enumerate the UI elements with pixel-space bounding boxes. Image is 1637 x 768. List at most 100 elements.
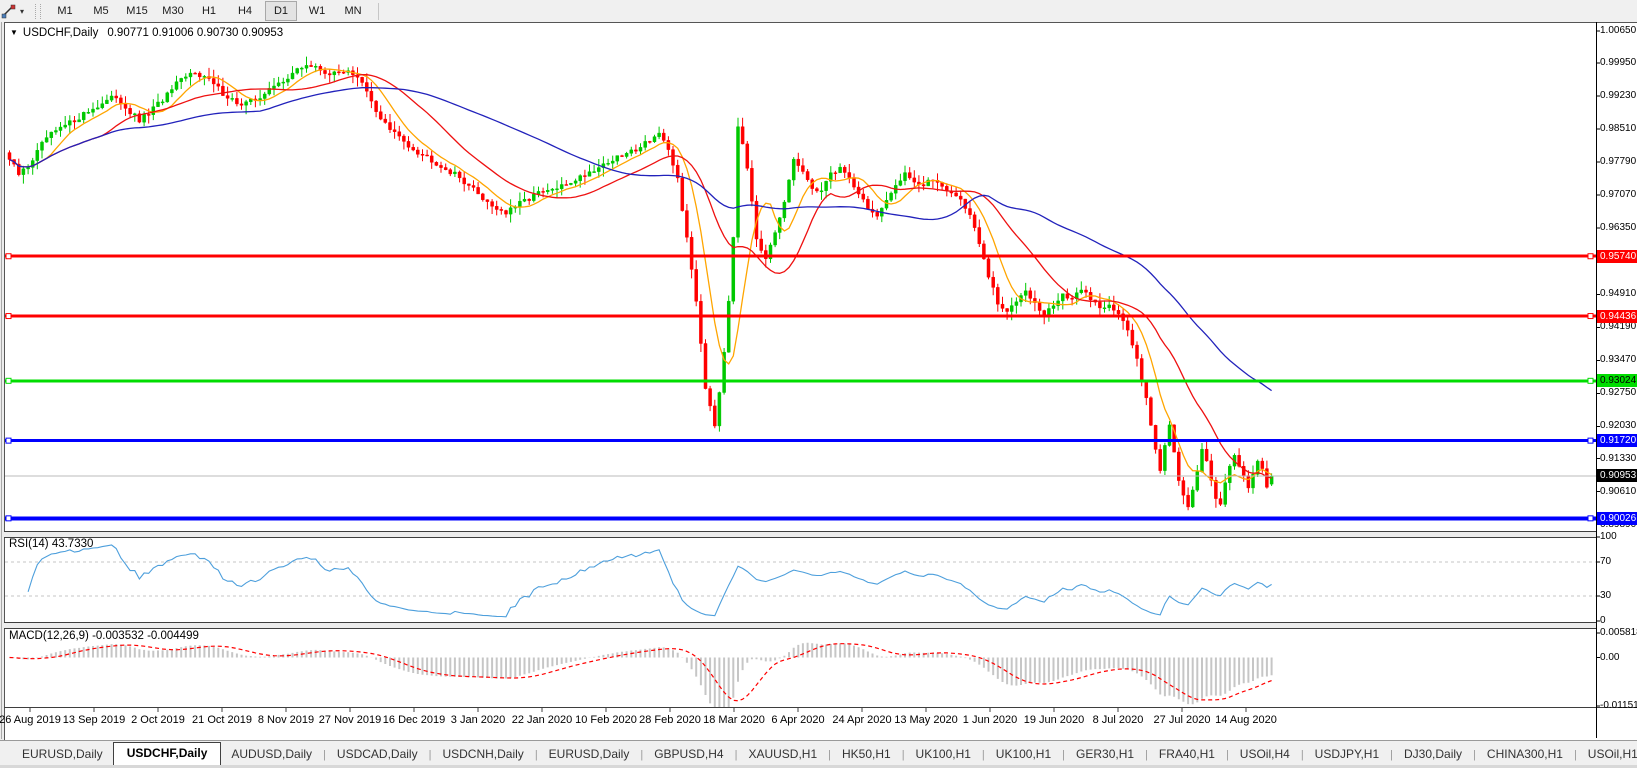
chart-tab-eurusd-daily[interactable]: EURUSD,Daily [548,747,630,761]
tab-separator: | [734,749,738,761]
symbol-dropdown-icon[interactable]: ▼ [10,28,18,37]
line-tools-icon[interactable]: ▾ [1,2,31,20]
chart-tab-dj30-daily[interactable]: DJ30,Daily [1404,747,1463,761]
tab-separator: | [428,749,432,761]
date-axis-tick: 18 Mar 2020 [703,714,765,726]
main-rsi-splitter[interactable] [4,531,1596,538]
date-axis-tick: 13 Sep 2019 [62,714,126,726]
toolbar-separator [378,2,379,20]
macd-axis-tick: 0.0058188 [1600,627,1637,638]
tab-separator: | [534,749,538,761]
date-axis-tick: 27 Nov 2019 [318,714,382,726]
timeframe-button-h4[interactable]: H4 [237,5,253,17]
date-axis-tick: 8 Nov 2019 [257,714,315,726]
bottom-strip [0,765,1637,768]
chart-tab-usdcnh-daily[interactable]: USDCNH,Daily [442,747,524,761]
date-axis-tick: 22 Jan 2020 [511,714,573,726]
date-axis-tick: 24 Apr 2020 [832,714,892,726]
price-axis-tick: 0.96350 [1600,222,1637,234]
date-axis-tick: 26 Aug 2019 [0,714,61,726]
chart-tab-china300-h1[interactable]: CHINA300,H1 [1486,747,1563,761]
chart-tab-usoil-h4[interactable]: USOil,H4 [1239,747,1290,761]
price-axis-tick: 0.94190 [1600,321,1637,333]
chart-tab-usoil-h1[interactable]: USOil,H1 [1587,747,1637,761]
tab-separator: | [1300,749,1304,761]
date-axis-tick: 28 Feb 2020 [639,714,701,726]
date-axis-tick: 16 Dec 2019 [382,714,446,726]
price-axis-tick: 0.93470 [1600,354,1637,366]
tab-separator: | [1145,749,1148,761]
date-axis-tick: 2 Oct 2019 [131,714,185,726]
chart-tab-uk100-h1[interactable]: UK100,H1 [915,747,971,761]
date-axis-tick: 13 May 2020 [894,714,958,726]
price-axis-tick: 0.92030 [1600,420,1637,432]
chart-ohlc-values: 0.90771 0.91006 0.90730 0.90953 [107,27,284,39]
date-axis-tick: 1 Jun 2020 [962,714,1018,726]
tab-separator: | [1473,749,1476,761]
macd-axis-tick: 0.00 [1600,651,1620,663]
chart-tab-usdchf-daily[interactable]: USDCHF,Daily [112,742,222,766]
current-price-label: 0.90953 [1597,469,1637,483]
chart-tab-uk100-h1[interactable]: UK100,H1 [995,747,1052,761]
date-axis-tick: 10 Feb 2020 [575,714,637,726]
chart-tab-gbpusd-h4[interactable]: GBPUSD,H4 [654,747,724,761]
rsi-axis-tick: 70 [1600,556,1612,568]
chart-tab-eurusd-daily[interactable]: EURUSD,Daily [22,747,103,761]
rsi-axis-tick: 100 [1600,531,1617,542]
chart-tab-audusd-daily[interactable]: AUDUSD,Daily [231,747,313,761]
chart-tab-bar: EURUSD,Daily USDCHF,Daily AUDUSD,Daily | USD… [0,740,1637,766]
chart-tab-usdjpy-h1[interactable]: USDJPY,H1 [1314,747,1380,761]
price-axis-tick: 0.91330 [1600,452,1637,464]
chart-tab-hk50-h1[interactable]: HK50,H1 [841,747,891,761]
price-axis-tick: 0.99950 [1600,57,1637,69]
macd-date-axis-border [4,707,1637,708]
tab-separator: | [901,749,905,761]
tab-separator: | [1573,749,1577,761]
price-axis-tick: 0.92750 [1600,387,1637,399]
date-axis-tick: 19 Jun 2020 [1023,714,1085,726]
chart-title[interactable]: ▼ USDCHF,Daily 0.90771 0.91006 0.90730 0.9… [10,27,283,39]
tab-separator: | [323,749,326,761]
date-axis-tick: 8 Jul 2020 [1092,714,1144,726]
timeframe-button-m15[interactable]: M15 [126,5,148,17]
tab-separator: | [828,749,831,761]
price-axis-tick: 0.99230 [1600,90,1637,102]
timeframe-button-w1[interactable]: W1 [308,5,326,17]
timeframe-button-mn[interactable]: MN [344,5,362,17]
timeframe-button-h1[interactable]: H1 [201,5,217,17]
price-axis-tick: 1.00650 [1600,25,1637,36]
toolbar-grip[interactable] [35,3,41,19]
tab-separator: | [981,749,985,761]
chart-tab-xauusd-h1[interactable]: XAUUSD,H1 [748,747,818,761]
date-axis-tick: 3 Jan 2020 [450,714,506,726]
date-axis-tick: 21 Oct 2019 [192,714,252,726]
price-axis-tick: 0.90610 [1600,485,1637,497]
rsi-axis-tick: 30 [1600,589,1612,601]
date-axis-tick: 27 Jul 2020 [1153,714,1211,726]
chart-tab-usdcad-daily[interactable]: USDCAD,Daily [336,747,418,761]
timeframe-button-m30[interactable]: M30 [162,5,184,17]
timeframe-button-m5[interactable]: M5 [93,5,109,17]
date-axis-tick: 6 Apr 2020 [771,714,825,726]
price-axis-tick: 0.97070 [1600,189,1637,201]
hline-price-label: 0.91720 [1597,434,1637,448]
chart-tab-ger30-h1[interactable]: GER30,H1 [1076,747,1135,761]
price-axis-tick: 0.98510 [1600,123,1637,135]
line-tools-icon-glyph [1,4,16,19]
timeframe-button-d1[interactable]: D1 [265,1,297,21]
rsi-label: RSI(14) 43.7330 [9,538,94,550]
tab-separator: | [1390,749,1394,761]
tool-dropdown-arrow-icon[interactable]: ▾ [20,6,25,16]
window-frame-edge [1,22,2,739]
timeframe-button-m1[interactable]: M1 [57,5,73,17]
rsi-macd-splitter[interactable] [4,622,1596,629]
hline-price-label: 0.93024 [1597,374,1637,388]
rsi-axis-tick: 0 [1600,615,1606,626]
chart-tab-fra40-h1[interactable]: FRA40,H1 [1158,747,1215,761]
toolbar: ▾ M1 M5 M15 M30 H1 H4 D1 W1 MN [0,0,1637,22]
price-axis-tick: 0.97790 [1600,156,1637,168]
hline-price-label: 0.94436 [1597,309,1637,323]
tab-separator: | [1225,749,1229,761]
